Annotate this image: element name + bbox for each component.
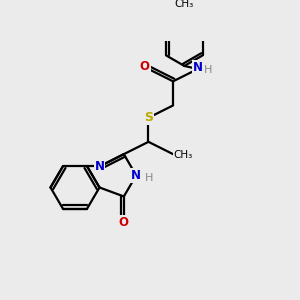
Text: N: N [193, 61, 203, 74]
Text: N: N [94, 160, 104, 173]
Text: H: H [145, 173, 153, 183]
Text: N: N [131, 169, 141, 182]
Text: H: H [204, 65, 213, 75]
Text: O: O [119, 216, 129, 230]
Text: S: S [144, 111, 153, 124]
Text: CH₃: CH₃ [175, 0, 194, 9]
Text: CH₃: CH₃ [174, 150, 193, 161]
Text: O: O [140, 60, 150, 73]
